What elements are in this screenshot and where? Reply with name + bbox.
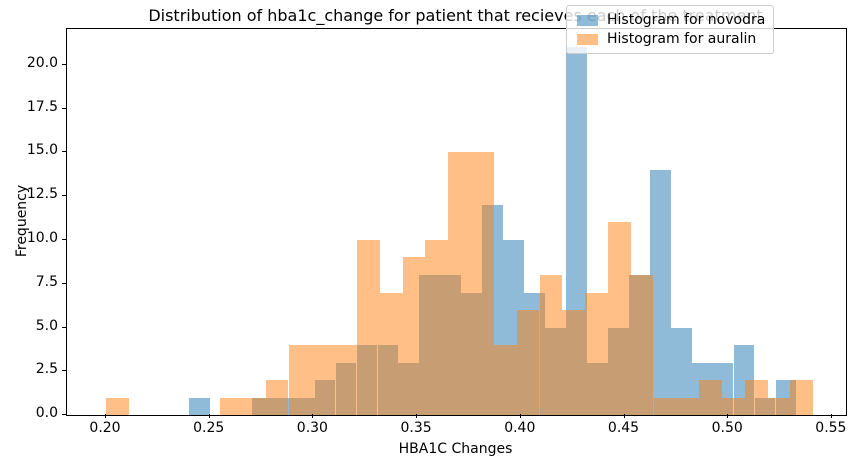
y-tick-mark [62, 282, 66, 284]
histogram-bar [242, 397, 266, 415]
histogram-bar [767, 397, 791, 415]
histogram-bar [516, 310, 540, 415]
histogram-bar [402, 257, 426, 415]
histogram-bar [630, 275, 654, 415]
histogram-bar [676, 397, 700, 415]
y-tick-label: 2.5 [35, 361, 58, 378]
histogram-bar [356, 239, 380, 415]
y-tick-label: 15.0 [26, 142, 58, 159]
y-tick-label: 7.5 [35, 273, 58, 290]
x-tick-mark [416, 414, 418, 418]
histogram-bar [790, 380, 814, 415]
histogram-bar [562, 310, 586, 415]
histogram-bar [744, 380, 768, 415]
y-tick-label: 20.0 [26, 54, 58, 71]
y-tick-label: 12.5 [26, 186, 58, 203]
histogram-bar [607, 222, 631, 415]
histogram-bar [189, 397, 210, 415]
auralin-swatch-icon [577, 34, 598, 45]
legend-label: Histogram for auralin [607, 31, 757, 47]
histogram-bar [653, 397, 677, 415]
y-axis-label: Frequency [14, 184, 30, 258]
histogram-bar [670, 327, 692, 415]
x-tick-mark [208, 414, 210, 418]
histogram-bar [425, 239, 449, 415]
y-tick-mark [62, 414, 66, 415]
histogram-bar [471, 152, 494, 415]
x-tick-mark [519, 414, 521, 418]
x-tick-mark [830, 414, 832, 418]
histogram-bar [106, 397, 129, 415]
histogram-bar [699, 380, 722, 415]
y-tick-label: 17.5 [26, 98, 58, 115]
y-tick-mark [62, 107, 66, 109]
histogram-bar [585, 292, 608, 415]
histogram-bar [493, 345, 517, 415]
y-tick-mark [62, 63, 66, 65]
histogram-bar [220, 397, 243, 415]
histogram-bar [288, 345, 312, 415]
y-tick-label: 0.0 [35, 405, 58, 421]
x-tick-label: 0.40 [504, 420, 536, 436]
x-tick-label: 0.55 [815, 420, 847, 436]
plot-area [66, 28, 847, 416]
x-tick-label: 0.50 [711, 420, 743, 436]
x-tick-label: 0.35 [400, 420, 432, 436]
y-tick-label: 5.0 [35, 317, 58, 334]
y-tick-mark [62, 195, 66, 197]
y-tick-mark [62, 326, 66, 328]
legend-label: Histogram for novodra [607, 12, 766, 28]
x-tick-label: 0.30 [296, 420, 328, 436]
novodra-swatch-icon [577, 15, 598, 26]
histogram-bar [539, 275, 563, 415]
histogram-bar [448, 152, 471, 415]
legend: Histogram for novodra Histogram for aura… [566, 5, 774, 54]
histogram-bar [334, 345, 357, 415]
y-tick-mark [62, 370, 66, 372]
x-tick-mark [623, 414, 625, 418]
histogram-bar [311, 345, 335, 415]
x-axis-label: HBA1C Changes [398, 441, 513, 457]
x-tick-mark [312, 414, 314, 418]
histogram-bar [265, 380, 289, 415]
x-tick-label: 0.25 [193, 420, 225, 436]
histogram-bar [379, 292, 403, 415]
x-tick-mark [727, 414, 729, 418]
x-tick-label: 0.45 [607, 420, 640, 436]
histogram-bar [722, 397, 745, 415]
histogram-bar [649, 169, 671, 415]
y-tick-mark [62, 151, 66, 153]
y-tick-label: 10.0 [26, 229, 58, 246]
x-tick-label: 0.20 [89, 420, 121, 436]
y-tick-mark [62, 238, 66, 240]
x-tick-mark [105, 414, 106, 418]
